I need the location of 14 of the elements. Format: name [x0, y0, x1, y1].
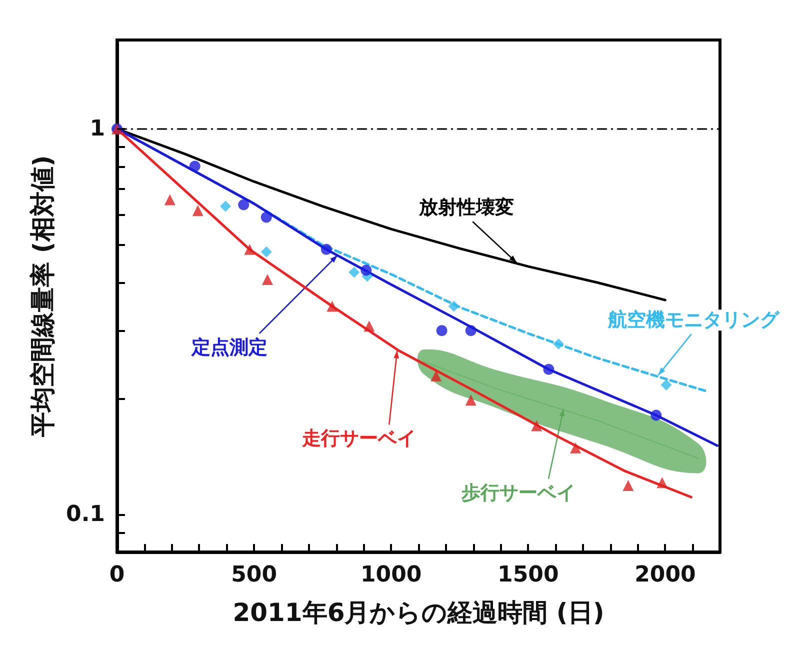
x-tick-label: 2000 [634, 562, 696, 588]
annotation: 放射性壊変 [418, 196, 514, 219]
x-tick-label: 500 [231, 562, 278, 588]
annotation: 航空機モニタリング [606, 309, 780, 332]
x-tick-label: 1500 [498, 562, 559, 588]
annotation: 定点測定 [190, 336, 268, 358]
annotation: 歩行サーベイ [460, 482, 576, 504]
annotation: 走行サーベイ [301, 428, 416, 450]
x-tick-label: 1000 [360, 562, 422, 588]
y-tick-label: 0.1 [66, 502, 105, 528]
x-tick-label: 0 [109, 562, 125, 588]
y-axis-title: 平均空間線量率 (相対値) [28, 155, 57, 438]
x-axis-title: 2011年6月からの経過時間 (日) [232, 598, 604, 627]
y-tick-label: 1 [90, 116, 105, 142]
